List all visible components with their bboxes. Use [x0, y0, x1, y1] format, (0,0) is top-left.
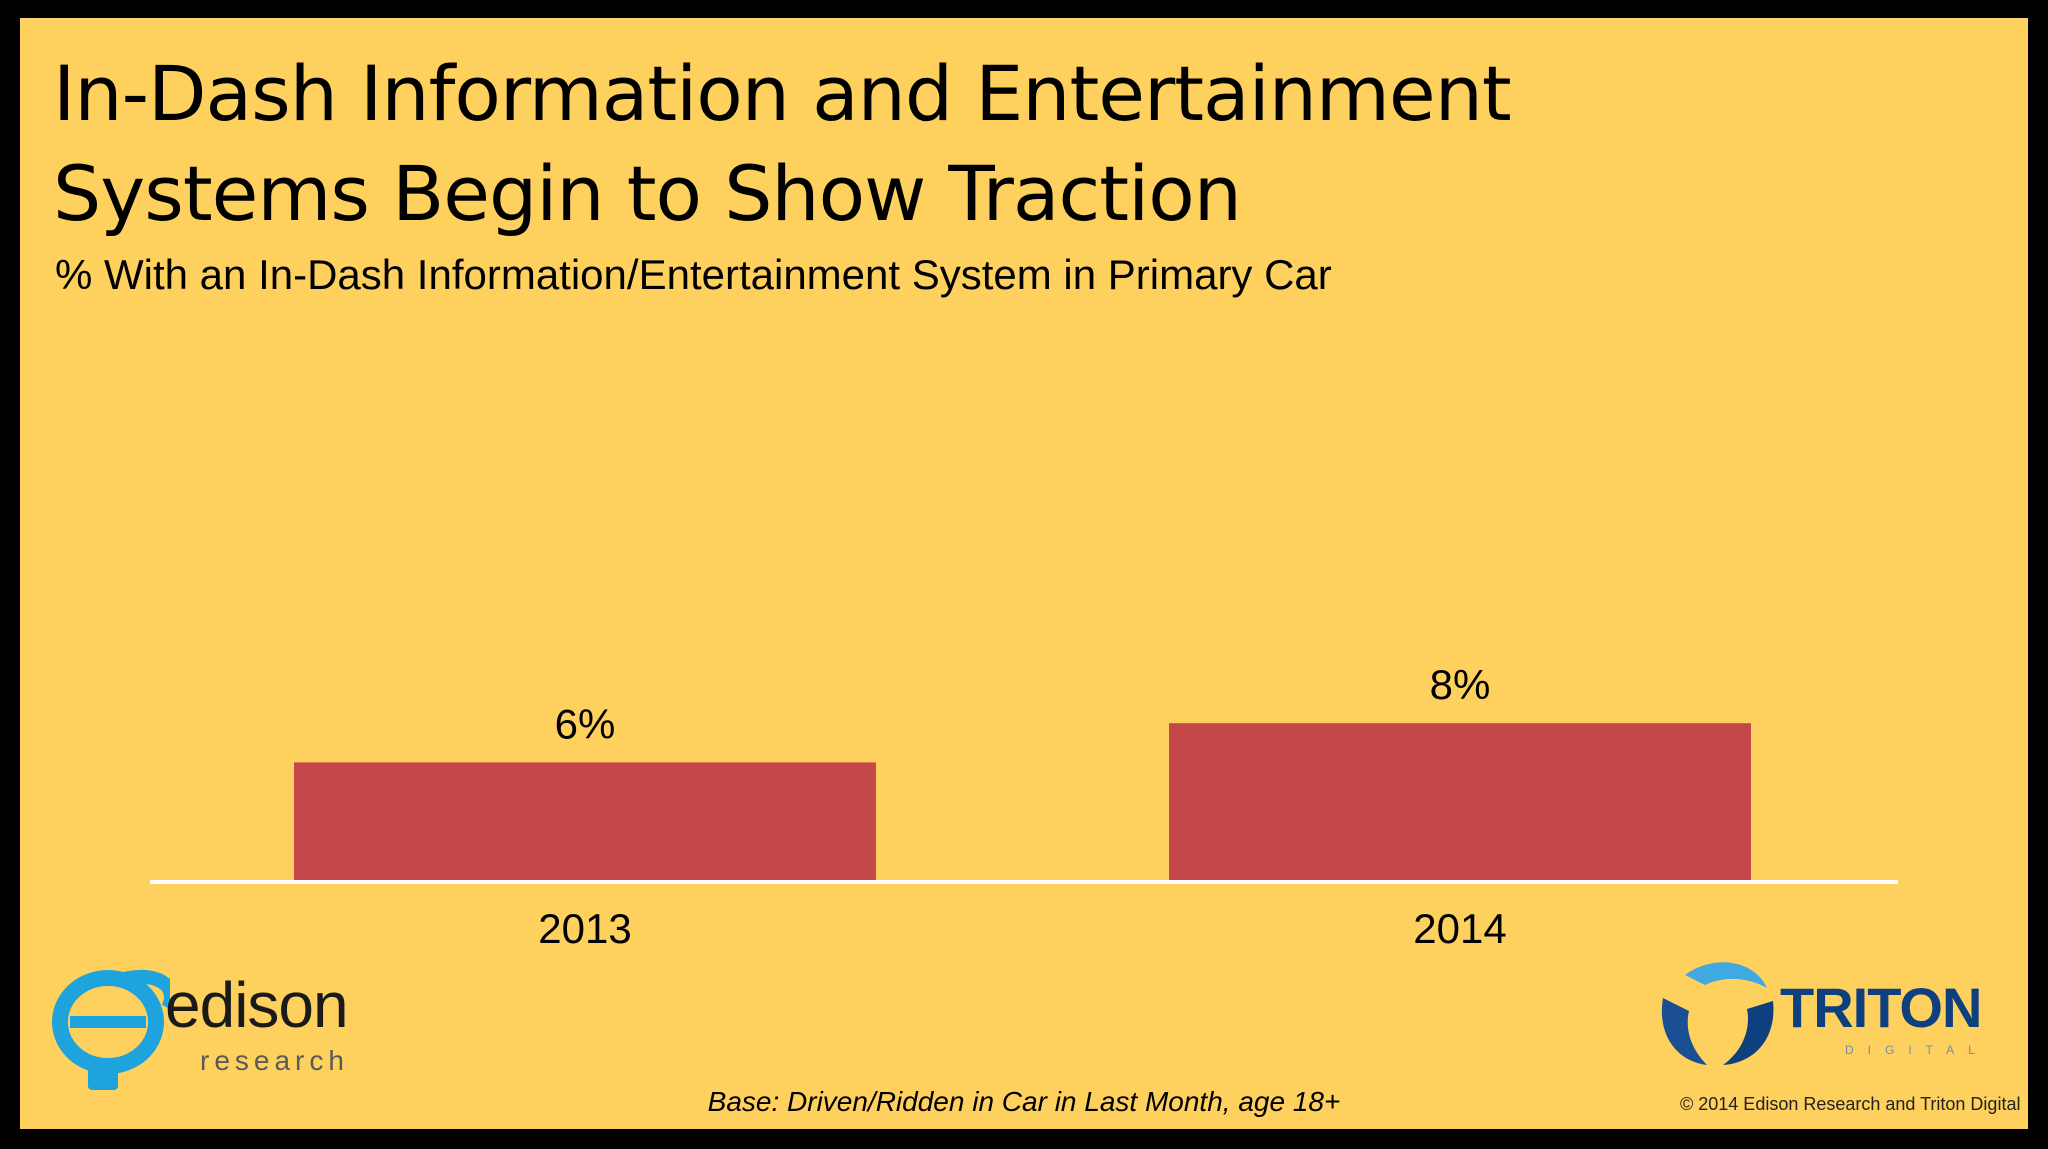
- bar-chart: 6% 2013 8% 2014: [150, 661, 1898, 952]
- copyright-text: © 2014 Edison Research and Triton Digita…: [1680, 1094, 2021, 1114]
- bar-2014: [1169, 723, 1751, 880]
- data-label-2013: 6%: [555, 700, 616, 747]
- slide: In-Dash Information and Entertainment Sy…: [20, 18, 2028, 1129]
- triton-logo-word: TRITON: [1780, 976, 1982, 1039]
- chart-title: In-Dash Information and Entertainment Sy…: [53, 44, 1753, 244]
- title-line-1: In-Dash Information and Entertainment: [53, 49, 1512, 138]
- triton-digital-logo: TRITON DIGITAL: [1655, 953, 1985, 1073]
- edison-logo-sub: research: [200, 1045, 349, 1076]
- title-line-2: Systems Begin to Show Traction: [53, 149, 1242, 238]
- triton-logo-sub: DIGITAL: [1845, 1043, 1989, 1057]
- x-tick-label-2013: 2013: [538, 905, 631, 952]
- x-tick-label-2014: 2014: [1413, 905, 1506, 952]
- edison-logo-word: edison: [165, 969, 349, 1041]
- edison-bulb-icon: [52, 969, 170, 1090]
- bar-2013: [294, 762, 876, 880]
- chart-subtitle: % With an In-Dash Information/Entertainm…: [55, 251, 1332, 298]
- base-note: Base: Driven/Ridden in Car in Last Month…: [707, 1086, 1341, 1117]
- edison-research-logo: edison research: [50, 960, 390, 1100]
- triton-emblem-icon: [1661, 962, 1774, 1065]
- data-label-2014: 8%: [1430, 661, 1491, 708]
